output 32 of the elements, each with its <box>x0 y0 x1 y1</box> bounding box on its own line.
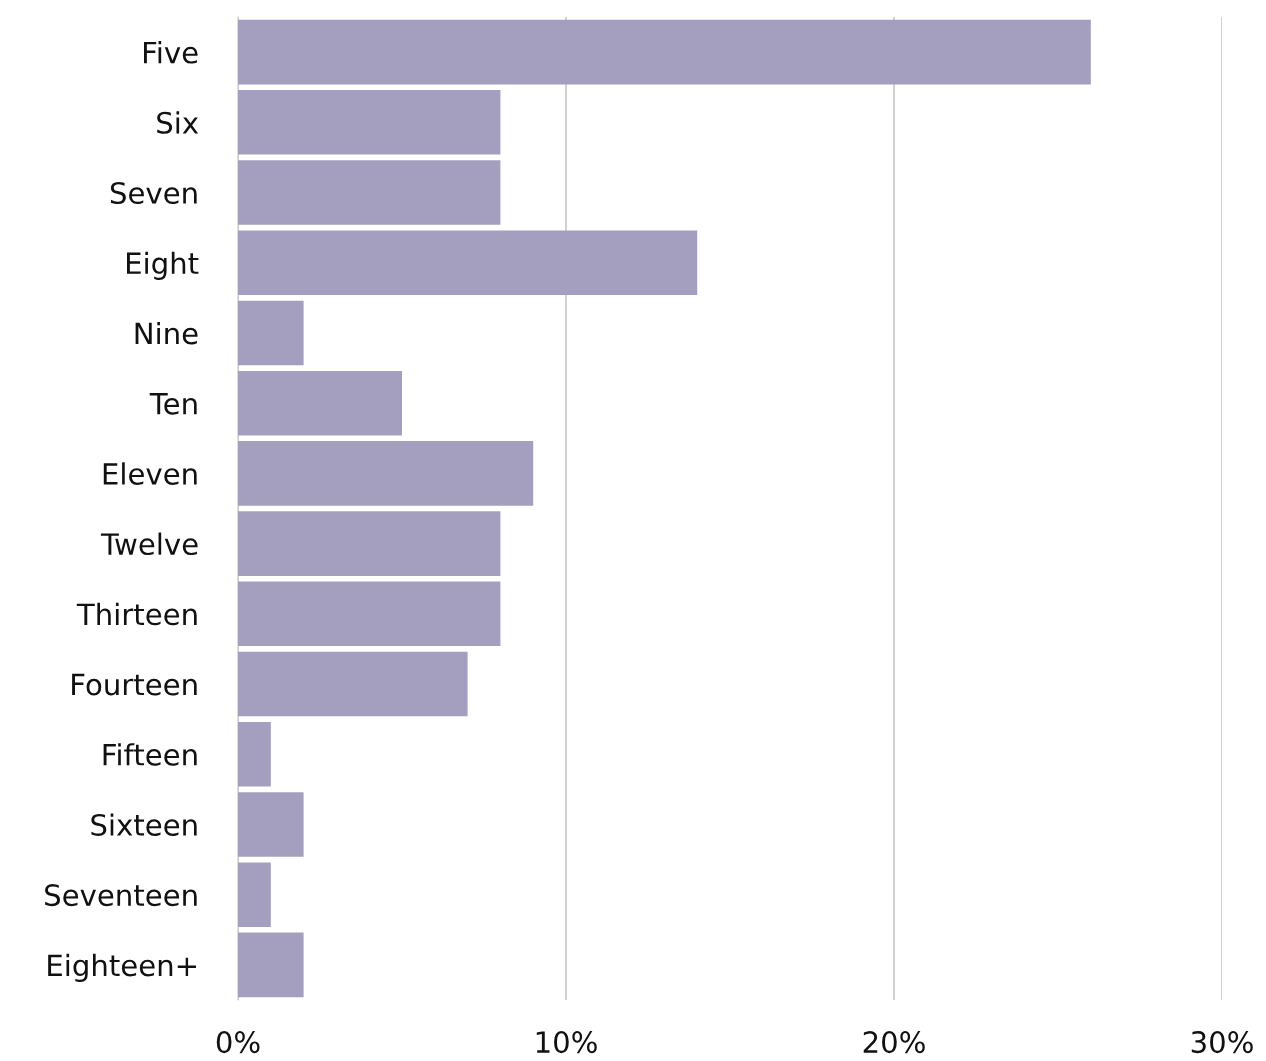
x-tick-label: 30% <box>1191 1031 1253 1054</box>
y-tick-label: Fourteen <box>72 673 197 696</box>
bar <box>238 721 271 787</box>
bar <box>238 792 304 857</box>
y-tick-label: Thirteen <box>76 602 197 626</box>
y-tick-label: Ten <box>149 393 197 415</box>
y-tick-label: Eighteen+ <box>48 953 197 983</box>
y-tick-label: Seven <box>110 181 197 205</box>
y-tick-label: Fifteen <box>103 743 197 766</box>
y-tick-label: Twelve <box>100 532 198 556</box>
bar <box>238 370 402 436</box>
bar <box>238 230 698 296</box>
bar <box>238 90 501 155</box>
bar <box>238 651 468 717</box>
bar <box>238 441 534 506</box>
y-tick-label: Eleven <box>103 462 197 485</box>
bar <box>238 932 304 998</box>
x-tick-label: 10% <box>536 1031 597 1054</box>
bar <box>238 581 501 647</box>
x-tick-label: 0% <box>216 1031 260 1054</box>
y-tick-label: Five <box>144 41 198 64</box>
bar <box>238 160 501 225</box>
bar <box>238 862 271 927</box>
y-tick-label: Six <box>157 111 199 134</box>
bar <box>238 19 1091 85</box>
y-tick-label: Seventeen <box>45 884 197 907</box>
bar <box>238 511 501 576</box>
y-tick-label: Nine <box>135 321 198 345</box>
y-tick-label: Eight <box>127 251 199 280</box>
x-tick-label: 20% <box>863 1031 925 1054</box>
y-tick-label: Sixteen <box>91 813 197 836</box>
bar <box>238 300 304 366</box>
